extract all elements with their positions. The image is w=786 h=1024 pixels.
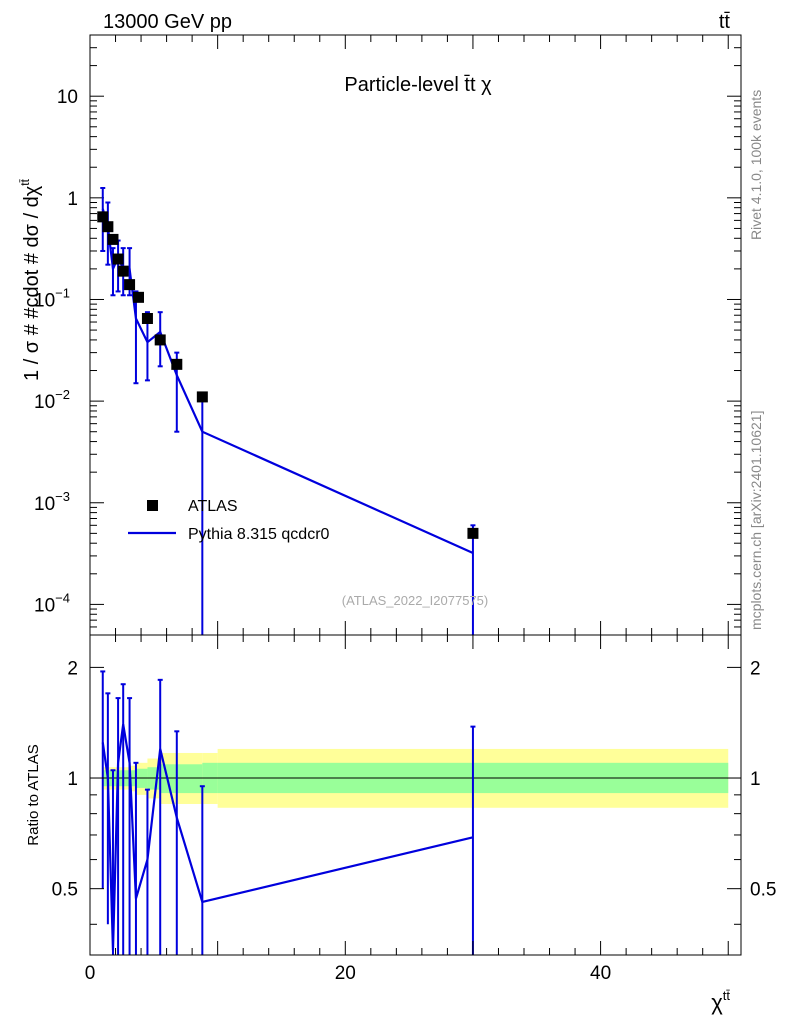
atlas-point xyxy=(154,334,166,346)
x-tick-label: 0 xyxy=(85,963,96,984)
ratio-ticks: 2 2 1 1 0.5 0.5 0 20 40 xyxy=(52,635,776,984)
ratio-ytick-label-right: 2 xyxy=(750,658,761,679)
atlas-point xyxy=(196,391,208,403)
main-frame xyxy=(89,34,742,636)
atlas-point xyxy=(171,358,183,370)
x-tick-label: 40 xyxy=(590,963,611,984)
ratio-ytick-label-right: 0.5 xyxy=(750,880,776,901)
ratio-band-green xyxy=(176,764,203,794)
ratio-frame xyxy=(89,634,742,956)
main-ytick-label: 10−1 xyxy=(34,285,70,311)
main-ytick-label: 1 xyxy=(67,189,78,210)
watermark: (ATLAS_2022_I2077575) xyxy=(342,593,488,608)
atlas-point xyxy=(107,233,119,245)
ratio-ylabel: Ratio to ATLAS xyxy=(25,744,42,845)
x-tick-label: 20 xyxy=(335,963,356,984)
atlas-point xyxy=(102,221,114,233)
main-ytick-label: 10−2 xyxy=(34,387,70,413)
rivet-version-label: Rivet 4.1.0, 100k events xyxy=(748,90,764,240)
main-ylabel: 1 / σ # #cdot # dσ / dχtt̄ xyxy=(18,178,43,381)
energy-label: 13000 GeV pp xyxy=(103,11,232,33)
main-panel: 10 1 10−1 10−2 10−3 10−4 Particle-level t̄t χ… xyxy=(18,34,742,636)
ratio-series xyxy=(100,670,476,955)
main-ytick-label: 10 xyxy=(57,87,78,108)
ratio-panel: 2 2 1 1 0.5 0.5 0 20 40 Ratio to ATLAS χtt̄ xyxy=(25,634,776,1015)
main-ticks: 10 1 10−1 10−2 10−3 10−4 xyxy=(34,34,741,636)
mcplots-label: mcplots.cern.ch [arXiv:2401.10621] xyxy=(748,411,764,630)
legend-marker-atlas xyxy=(147,500,158,511)
ratio-ytick-label: 2 xyxy=(67,658,78,679)
ratio-line xyxy=(101,724,474,951)
ratio-ytick-label-right: 1 xyxy=(750,769,761,790)
atlas-point xyxy=(117,265,129,277)
pythia-line xyxy=(101,208,474,555)
ratio-ytick-label: 0.5 xyxy=(52,880,78,901)
atlas-point xyxy=(97,211,109,223)
process-label: tt̄ xyxy=(719,11,731,33)
main-title: Particle-level t̄t χ xyxy=(344,74,492,96)
atlas-point xyxy=(133,291,145,303)
main-series xyxy=(97,186,479,635)
main-ytick-label: 10−4 xyxy=(34,590,70,616)
legend: ATLAS Pythia 8.315 qcdcr0 xyxy=(128,498,330,543)
atlas-point xyxy=(112,253,124,265)
legend-label-pythia: Pythia 8.315 qcdcr0 xyxy=(188,526,330,543)
x-axis-label: χtt̄ xyxy=(711,988,730,1015)
atlas-point xyxy=(141,312,153,324)
legend-label-atlas: ATLAS xyxy=(188,498,238,515)
atlas-point xyxy=(467,527,479,539)
main-ytick-label: 10−3 xyxy=(34,489,70,515)
atlas-point xyxy=(124,279,136,291)
ratio-ytick-label: 1 xyxy=(67,769,78,790)
